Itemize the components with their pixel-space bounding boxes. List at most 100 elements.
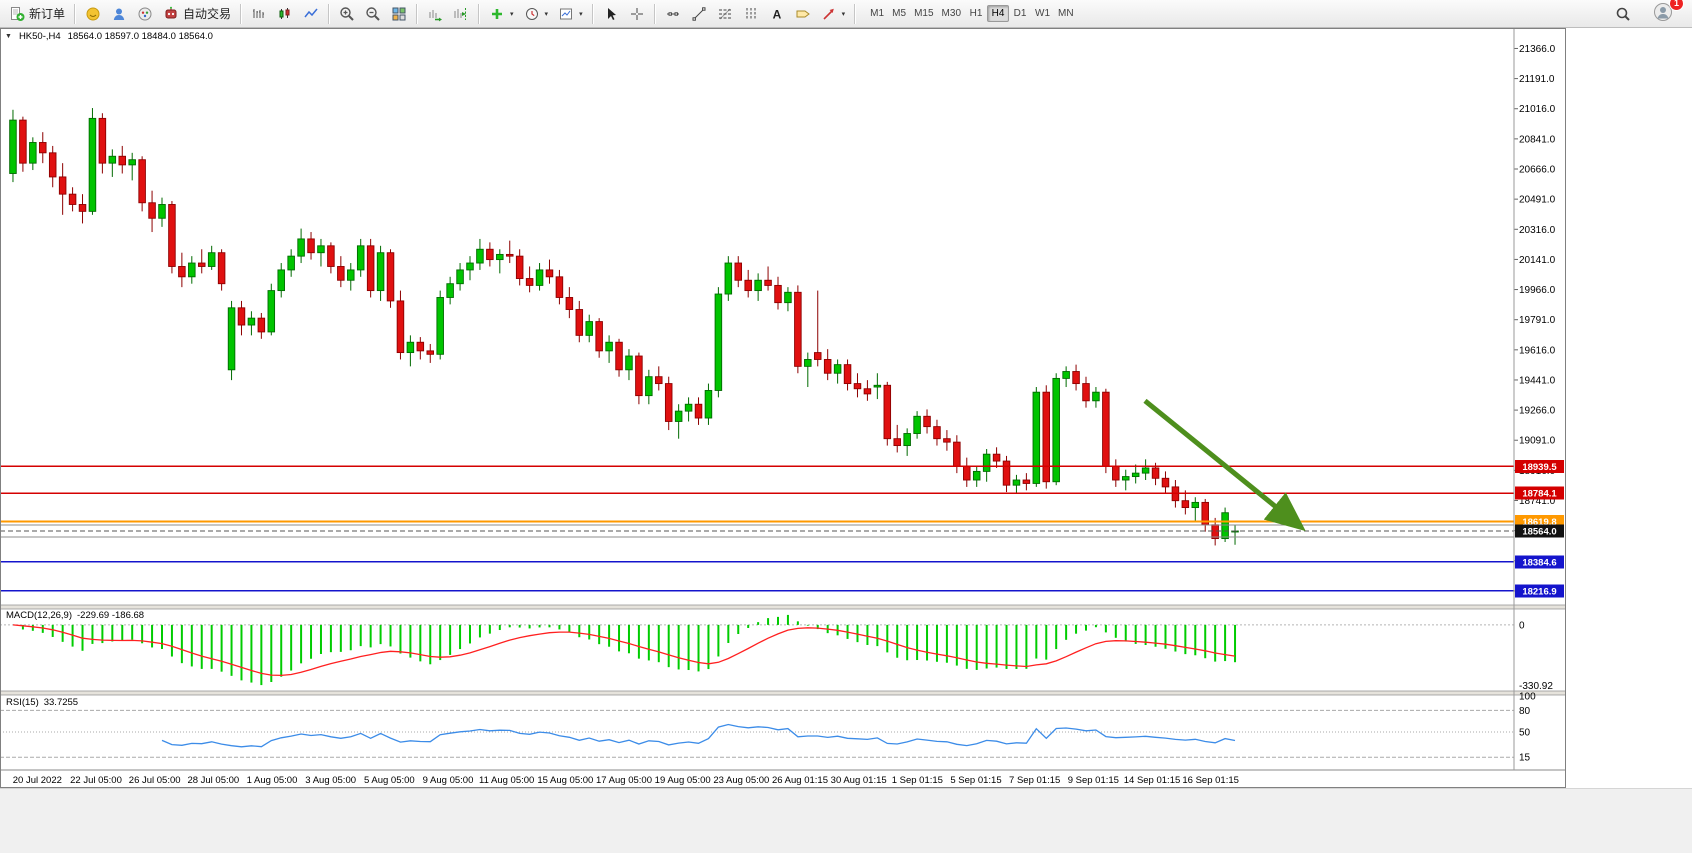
svg-text:5 Aug 05:00: 5 Aug 05:00 [364,775,415,786]
toolbar-right-group: 1 [1610,0,1688,28]
autotrading-label: 自动交易 [183,7,232,21]
trendline-icon [692,6,706,21]
globe-icon [138,7,152,20]
svg-text:18216.9: 18216.9 [1522,586,1556,597]
timeframe-w1-button[interactable]: W1 [1031,5,1054,22]
chevron-down-icon: ▾ [841,10,846,18]
rsi-indicator-label: RSI(15) 33.7255 [6,697,83,708]
timeframe-d1-button[interactable]: D1 [1009,5,1031,22]
svg-text:17 Aug 05:00: 17 Aug 05:00 [596,775,652,786]
timeframe-h4-button[interactable]: H4 [987,5,1009,22]
person-headset-icon [113,8,125,20]
zoom-out-icon [366,6,380,21]
crosshair-tool-button[interactable] [624,3,650,25]
fibonacci-icon [718,8,731,19]
toolbar-separator [328,3,331,24]
svg-text:3 Aug 05:00: 3 Aug 05:00 [305,775,356,786]
text-label-icon [796,10,810,17]
add-indicator-button[interactable]: ▾ [484,3,519,25]
horizontal-line-tool-button[interactable] [660,3,686,25]
autotrading-button[interactable]: 自动交易 [158,2,236,25]
timeframe-m30-button[interactable]: M30 [938,5,965,22]
periods-button[interactable]: ▾ [519,3,554,25]
toolbar-separator [591,3,594,24]
candlestick-chart-button[interactable] [272,3,298,25]
svg-text:80: 80 [1519,706,1531,717]
time-axis: 20 Jul 2022 22 Jul 05:00 26 Jul 05:00 28 Ju… [13,775,1239,786]
arrows-tool-button[interactable]: ▾ [816,3,851,25]
crosshair-icon [630,7,643,20]
svg-text:20316.0: 20316.0 [1519,225,1556,236]
svg-text:18939.5: 18939.5 [1522,462,1557,473]
chevron-down-icon: ▾ [510,10,514,18]
timeframe-m1-button[interactable]: M1 [866,5,888,22]
fibonacci-tool-button[interactable] [712,3,738,25]
svg-text:50: 50 [1519,728,1531,739]
search-button[interactable] [1610,3,1636,25]
timeframe-mn-button[interactable]: MN [1054,5,1078,22]
templates-button[interactable]: ▾ [553,3,588,25]
arrow-tool-icon [823,8,834,20]
svg-text:11 Aug 05:00: 11 Aug 05:00 [479,775,534,786]
text-tool-button[interactable]: A [764,3,790,25]
svg-text:19616.0: 19616.0 [1519,345,1556,356]
bar-chart-button[interactable] [246,3,272,25]
svg-text:18384.6: 18384.6 [1522,557,1556,568]
horizontal-line-icon [666,11,679,16]
timeframe-m5-button[interactable]: M5 [888,5,910,22]
svg-text:26 Jul 05:00: 26 Jul 05:00 [129,775,181,786]
support-button[interactable] [106,3,132,25]
cycle-lines-tool-button[interactable] [738,3,764,25]
toolbar-separator [854,3,857,24]
svg-text:19966.0: 19966.0 [1519,285,1556,296]
auto-scroll-icon [429,9,443,21]
chart-ohlc-values: 18564.0 18597.0 18484.0 18564.0 [67,31,213,42]
svg-text:21016.0: 21016.0 [1519,104,1556,115]
new-order-button[interactable]: 新订单 [4,2,70,25]
coin-icon [86,7,100,20]
auto-scroll-button[interactable] [422,3,448,25]
tile-windows-icon [392,7,406,20]
zoom-out-button[interactable] [360,3,386,25]
svg-text:18784.1: 18784.1 [1522,489,1557,500]
deposit-button[interactable] [80,3,106,25]
svg-text:9 Sep 01:15: 9 Sep 01:15 [1068,775,1119,786]
tile-windows-button[interactable] [386,3,412,25]
chart-symbol-period: HK50-,H4 [18,31,61,42]
chart-shift-button[interactable] [448,3,474,25]
cursor-tool-button[interactable] [598,3,624,25]
candlestick-chart-icon [279,7,290,19]
trendline-tool-button[interactable] [686,3,712,25]
svg-text:20491.0: 20491.0 [1519,195,1556,206]
toolbar-separator [74,3,77,24]
svg-text:18564.0: 18564.0 [1522,526,1556,537]
svg-text:19091.0: 19091.0 [1519,436,1556,447]
svg-text:1 Aug 05:00: 1 Aug 05:00 [247,775,298,786]
candlestick-chart[interactable]: 21366.0 21191.0 21016.0 20841.0 20666.0 20491… [0,28,1566,788]
trend-arrow [1143,398,1306,532]
svg-text:23 Aug 05:00: 23 Aug 05:00 [713,775,769,786]
toolbar: 新订单 自动交易 ▾ ▾ ▾ A ▾ M1 M5 M15 M30 H1 H4 D… [0,0,1692,28]
community-button[interactable] [132,3,158,25]
rsi-value: 33.7255 [43,697,79,708]
chevron-down-icon: ▾ [544,10,549,18]
svg-text:20141.0: 20141.0 [1519,255,1556,266]
svg-text:30 Aug 01:15: 30 Aug 01:15 [831,775,887,786]
svg-text:19441.0: 19441.0 [1519,375,1556,386]
text-label-tool-button[interactable] [790,3,816,25]
macd-indicator-label: MACD(12,26,9) -229.69 -186.68 [6,610,149,621]
window-bottom-area [0,788,1692,853]
timeframe-h1-button[interactable]: H1 [965,5,987,22]
new-order-label: 新订单 [29,7,66,21]
zoom-in-button[interactable] [334,3,360,25]
candles-layer [9,108,1239,546]
chart-window: 21366.0 21191.0 21016.0 20841.0 20666.0 20491… [0,28,1566,788]
line-chart-button[interactable] [298,3,324,25]
macd-values: -229.69 -186.68 [77,610,145,621]
one-click-trading-collapse-icon[interactable]: ▼ [5,33,12,40]
zoom-in-icon [340,6,354,21]
timeframe-m15-button[interactable]: M15 [910,5,937,22]
account-button[interactable]: 1 [1648,0,1684,28]
chart-shift-icon [454,7,467,20]
macd-name: MACD(12,26,9) [6,610,72,621]
